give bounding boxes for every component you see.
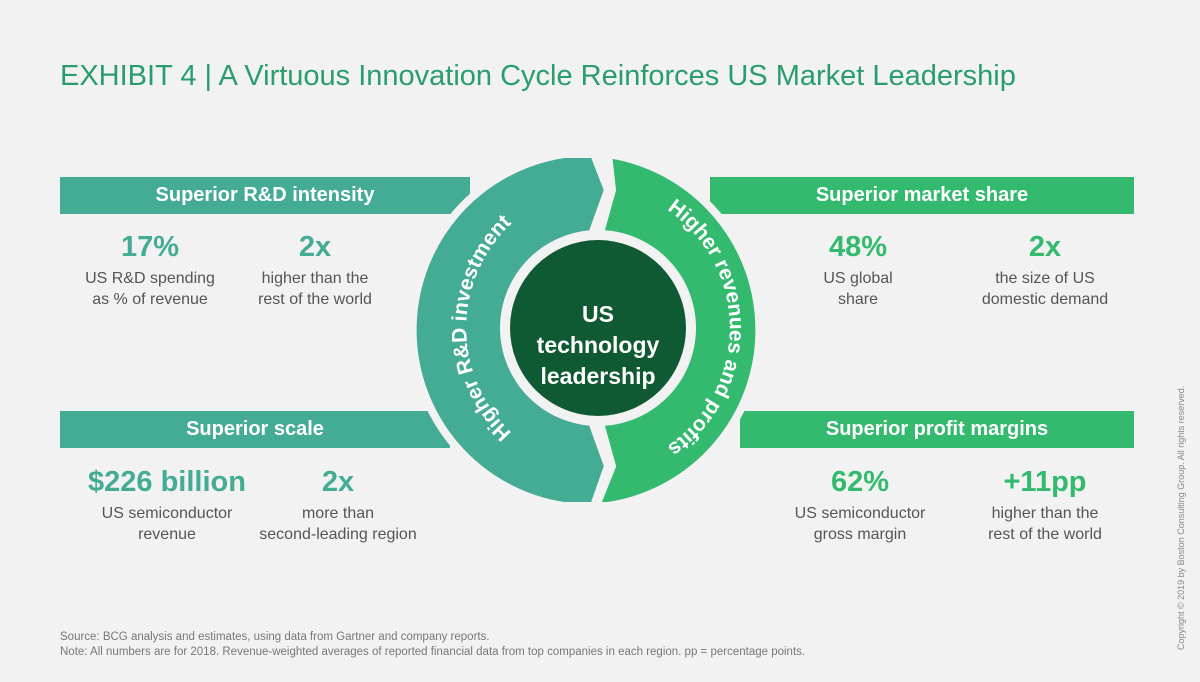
gross-margin-stat: 62% US semiconductor gross margin — [775, 465, 945, 545]
demand-multiple-stat: 2x the size of US domestic demand — [960, 230, 1130, 310]
stat-value: $226 billion — [88, 466, 246, 498]
center-label-line1: US — [582, 301, 614, 327]
stat-desc-line: higher than the — [991, 505, 1099, 522]
stat-value: 2x — [321, 466, 355, 498]
global-share-stat: 48% US global share — [778, 230, 938, 310]
rd-multiple-stat: 2x higher than the rest of the world — [235, 230, 395, 310]
stat-desc-line: more than — [301, 505, 375, 522]
rd-spending-stat: 17% US R&D spending as % of revenue — [70, 230, 230, 310]
profit-margins-banner: Superior profit margins — [740, 411, 1134, 448]
stat-desc-line: US R&D spending — [85, 270, 215, 287]
stat-value: 48% — [828, 231, 888, 263]
stat-desc-line: US global — [823, 270, 893, 287]
stat-desc-line: rest of the world — [988, 526, 1102, 543]
stat-desc-line: as % of revenue — [92, 291, 208, 308]
stat-desc-line: US semiconductor — [101, 505, 233, 522]
stat-value: 17% — [120, 231, 180, 263]
stat-desc-line: domestic demand — [981, 291, 1109, 308]
center-label-line3: leadership — [540, 363, 655, 389]
scale-banner: Superior scale — [60, 411, 450, 448]
stat-desc-line: revenue — [138, 526, 196, 543]
stat-value: 2x — [298, 231, 332, 263]
center-label-line2: technology — [537, 332, 660, 358]
stat-desc-line: rest of the world — [258, 291, 372, 308]
semiconductor-revenue-stat: $226 billion US semiconductor revenue — [62, 465, 272, 545]
copyright-notice: Copyright © 2019 by Boston Consulting Gr… — [1176, 385, 1186, 650]
rd-intensity-banner: Superior R&D intensity — [60, 177, 470, 214]
numbers-note: Note: All numbers are for 2018. Revenue-… — [60, 646, 806, 658]
stat-desc-line: share — [837, 291, 879, 308]
stat-desc-line: gross margin — [813, 526, 907, 543]
scale-multiple-stat: 2x more than second-leading region — [248, 465, 428, 545]
stat-desc-line: second-leading region — [259, 526, 417, 543]
stat-value: 62% — [830, 466, 890, 498]
center-circle — [510, 240, 686, 416]
margin-premium-stat: +11pp higher than the rest of the world — [960, 465, 1130, 545]
stat-desc-line: the size of US — [995, 270, 1095, 287]
exhibit-title: EXHIBIT 4 | A Virtuous Innovation Cycle … — [60, 60, 1016, 92]
stat-desc-line: US semiconductor — [794, 505, 926, 522]
market-share-banner: Superior market share — [710, 177, 1134, 214]
stat-value: +11pp — [1003, 466, 1087, 498]
source-note: Source: BCG analysis and estimates, usin… — [60, 631, 490, 643]
footnotes: Source: BCG analysis and estimates, usin… — [60, 630, 805, 660]
stat-value: 2x — [1028, 231, 1062, 263]
stat-desc-line: higher than the — [261, 270, 369, 287]
